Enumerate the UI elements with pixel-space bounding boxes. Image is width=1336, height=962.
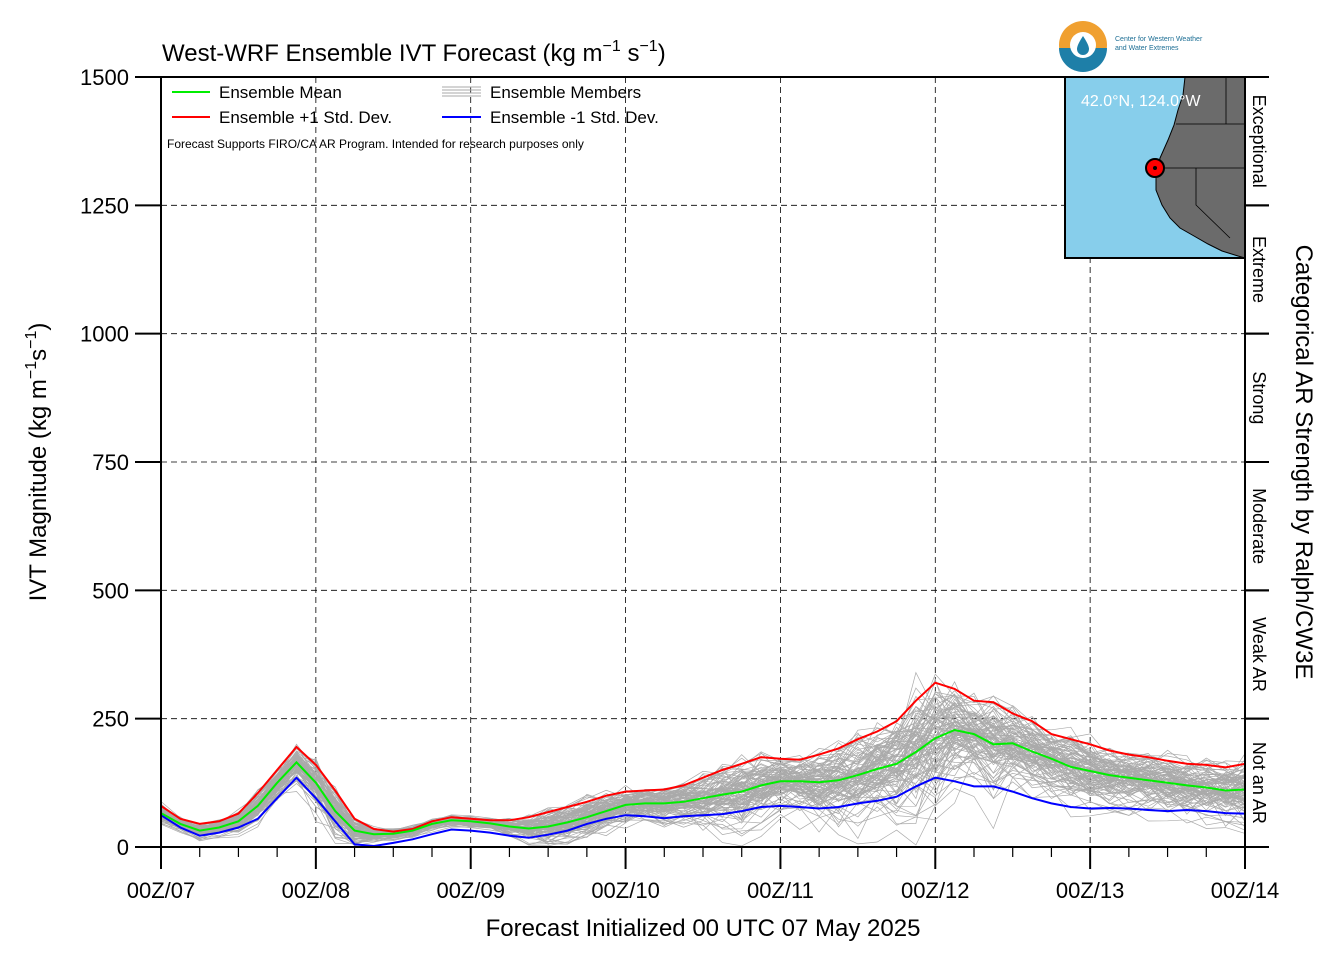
ensemble-member-line	[160, 729, 1246, 836]
legend-swatch-members	[442, 86, 481, 97]
chart-title: West-WRF Ensemble IVT Forecast (kg m−1 s…	[162, 38, 666, 67]
category-label: Not an AR	[1249, 742, 1269, 824]
ensemble-member-line	[160, 742, 1246, 845]
logo-wave	[1059, 48, 1107, 72]
legend-label-members: Ensemble Members	[490, 83, 641, 102]
ensemble-member-line	[160, 737, 1246, 835]
x-tick-label: 00Z/12	[901, 878, 970, 903]
grid-lines	[161, 77, 1245, 847]
x-tick-label: 00Z/07	[127, 878, 196, 903]
x-tick-label: 00Z/14	[1211, 878, 1280, 903]
category-label: Moderate	[1249, 488, 1269, 564]
ar-category-axis: Not an AR Weak AR Moderate Strong Extreme Exc…	[1244, 76, 1269, 848]
y-tick-label: 1000	[80, 322, 129, 347]
y-tick-label: 1500	[80, 65, 129, 90]
x-tick-label: 00Z/10	[591, 878, 660, 903]
legend-label-plus-std: Ensemble +1 Std. Dev.	[219, 108, 392, 127]
ensemble-member-line	[160, 776, 1246, 847]
inset-border	[1064, 76, 1246, 259]
category-label: Extreme	[1249, 236, 1269, 303]
ensemble-member-line	[160, 752, 1246, 844]
legend-label-minus-std: Ensemble -1 Std. Dev.	[490, 108, 659, 127]
x-tick-label: 00Z/13	[1056, 878, 1125, 903]
category-label: Strong	[1249, 371, 1269, 424]
location-marker-center	[1153, 166, 1157, 170]
x-tick-label: 00Z/09	[436, 878, 505, 903]
series-line-ensemble-1-std-dev-	[160, 776, 1246, 848]
cw3e-logo: Center for Western Weather and Water Ext…	[1059, 21, 1203, 72]
y-tick-label: 1250	[80, 193, 129, 218]
research-note: Forecast Supports FIRO/CA AR Program. In…	[167, 137, 584, 151]
y-tick-label: 0	[117, 835, 129, 860]
y-tick-label: 500	[92, 578, 129, 603]
y-axis-label: IVT Magnitude (kg m−1s−1)	[23, 323, 52, 602]
x-tick-label: 00Z/08	[282, 878, 351, 903]
ensemble-member-line	[160, 714, 1246, 839]
location-inset-map: 42.0°N, 124.0°W	[1064, 76, 1246, 259]
category-label: Weak AR	[1249, 617, 1269, 692]
x-axis-label: Forecast Initialized 00 UTC 07 May 2025	[486, 915, 921, 942]
category-label: Exceptional	[1249, 95, 1269, 188]
ensemble-members	[160, 671, 1246, 847]
inset-land	[1155, 76, 1246, 259]
ensemble-member-line	[160, 693, 1246, 834]
ar-strength-label: Categorical AR Strength by Ralph/CW3E	[1290, 245, 1317, 680]
legend: Ensemble Mean Ensemble +1 Std. Dev. Ense…	[167, 83, 659, 151]
ensemble-statistics	[160, 681, 1246, 848]
ensemble-member-line	[160, 693, 1246, 833]
inset-state-borders	[1162, 77, 1246, 239]
ensemble-member-line	[160, 764, 1246, 844]
series-line-ensemble-mean	[160, 728, 1246, 836]
logo-line-2: and Water Extremes	[1115, 45, 1179, 52]
series-line-ensemble-1-std-dev-	[160, 681, 1246, 833]
logo-line-1: Center for Western Weather	[1115, 36, 1203, 43]
x-axis: 00Z/07 00Z/08 00Z/09 00Z/10 00Z/11 00Z/12 00Z/…	[127, 847, 1280, 903]
x-tick-label: 00Z/11	[747, 878, 814, 903]
inset-coordinates: 42.0°N, 124.0°W	[1081, 93, 1201, 110]
legend-label-mean: Ensemble Mean	[219, 83, 342, 102]
y-tick-label: 750	[92, 450, 129, 475]
water-drop-icon	[1077, 36, 1089, 55]
ensemble-member-line	[160, 717, 1246, 834]
y-axis: 0 250 500 750 1000 1250 1500	[80, 65, 161, 860]
y-tick-label: 250	[92, 707, 129, 732]
